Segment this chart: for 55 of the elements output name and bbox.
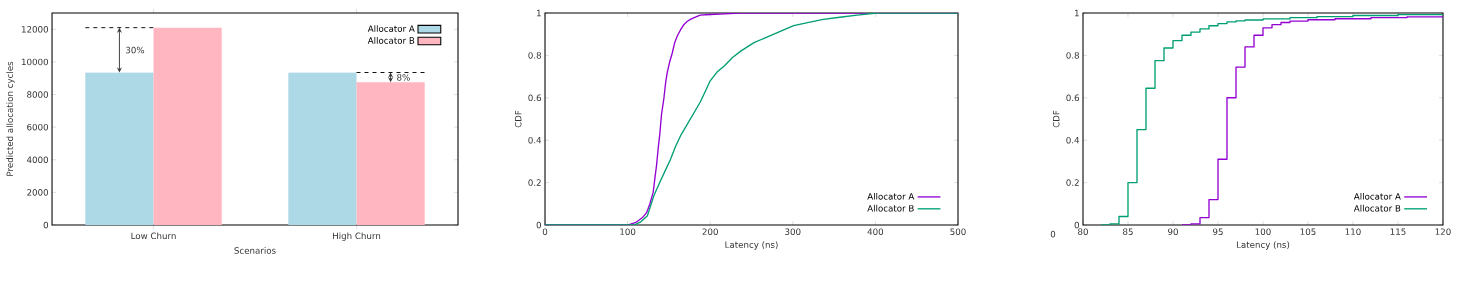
x-tick-label: 120	[1435, 228, 1451, 235]
legend-label: Allocator B	[867, 204, 914, 212]
y-tick-label: 6000	[27, 123, 49, 131]
y-axis-title: Predicted allocation cycles	[6, 61, 15, 176]
y-tick-label: 2000	[27, 189, 49, 196]
x-axis-title: Scenarios	[234, 247, 276, 254]
x-tick-label: 115	[1390, 228, 1406, 235]
y-axis-title: CDF	[1052, 110, 1060, 128]
x-tick-label: 200	[702, 228, 718, 235]
y-tick-label: 0.8	[528, 52, 541, 59]
y-tick-label: 12000	[21, 26, 49, 33]
y-tick-label: 0	[43, 221, 49, 229]
y-tick-label: 10000	[21, 58, 49, 66]
legend-label: Allocator B	[1353, 204, 1401, 212]
legend-label: Allocator B	[367, 37, 415, 44]
y-tick-label: 1	[537, 9, 541, 17]
x-tick-label: 100	[1255, 228, 1271, 235]
y-axis-title: CDF	[514, 110, 522, 128]
y-tick-label: 8000	[27, 91, 49, 98]
x-tick-label: 90	[1168, 228, 1178, 235]
bar	[85, 72, 154, 225]
y-tick-label: 4000	[26, 156, 49, 164]
x-axis-title: Latency (ns)	[1236, 241, 1290, 250]
y-tick-label: 0	[536, 221, 542, 229]
bar	[356, 82, 425, 225]
y-tick-label: 0	[1074, 221, 1079, 229]
annotation: 8%	[397, 74, 410, 81]
y-tick-label: 0.6	[528, 94, 542, 102]
legend-label: Allocator A	[1353, 192, 1401, 200]
bar	[288, 72, 357, 225]
x-tick-label: 95	[1213, 228, 1223, 235]
y-tick-label: 0.4	[1066, 136, 1080, 144]
x-tick-label: 105	[1300, 228, 1316, 235]
y-tick-label: 0.2	[1066, 179, 1079, 186]
x-tick-label: 0	[542, 228, 548, 235]
y-tick-label: 0.6	[1066, 94, 1080, 102]
legend-label: Allocator A	[367, 25, 415, 32]
x-tick-label: High Churn	[333, 232, 381, 241]
y-tick-label: 0.2	[528, 179, 541, 186]
x-tick-label: 110	[1345, 228, 1361, 235]
legend-label: Allocator A	[867, 192, 915, 200]
x-tick-label: 85	[1123, 228, 1133, 235]
x-tick-label: Low Churn	[131, 232, 176, 240]
x-tick-label: 80	[1078, 228, 1088, 235]
line-series	[545, 12, 958, 225]
y-tick-label: 0.8	[1066, 52, 1079, 59]
x-tick-label: 300	[785, 228, 801, 235]
x-axis-title: Latency (ns)	[725, 241, 778, 250]
x-tick-label: 400	[867, 228, 884, 235]
x-tick-label: 100	[620, 228, 636, 235]
annotation: 30%	[126, 46, 145, 54]
x-tick-label: 500	[950, 228, 966, 235]
y-tick-label: 1	[1075, 9, 1079, 17]
bar	[153, 27, 222, 225]
y-tick-label: 0.4	[528, 136, 542, 144]
